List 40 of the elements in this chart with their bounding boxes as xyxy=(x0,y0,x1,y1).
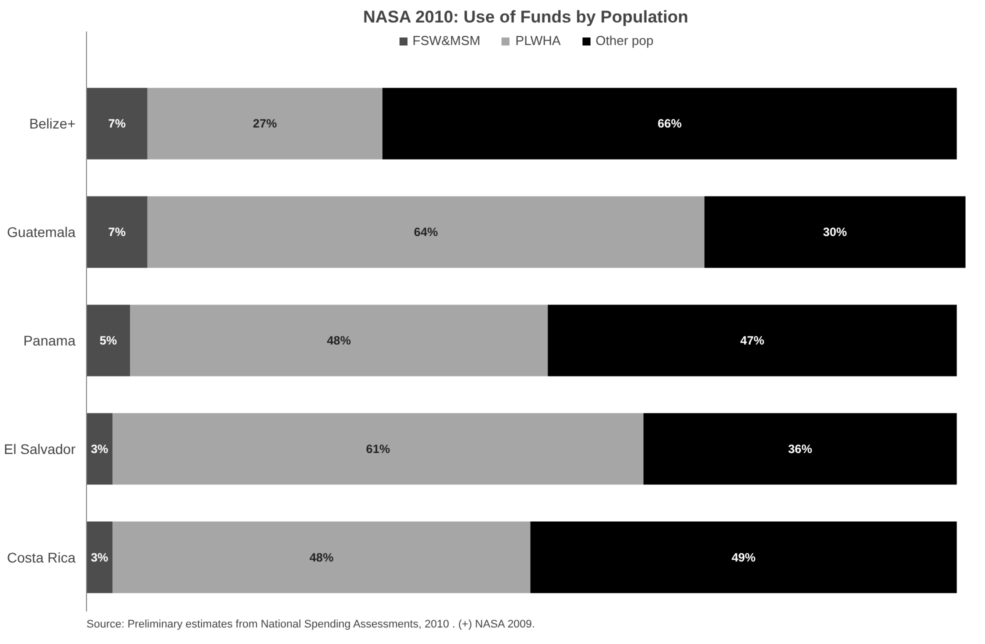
legend-label: PLWHA xyxy=(515,33,561,48)
bar xyxy=(130,304,548,376)
bar xyxy=(530,522,957,594)
data-label: 48% xyxy=(309,550,334,564)
bar xyxy=(112,522,530,594)
data-label: 3% xyxy=(90,550,109,564)
data-label: 5% xyxy=(100,333,118,348)
source-note: Source: Preliminary estimates from National Spending Assessments, 2010 . (+) NASA 2009. xyxy=(86,618,535,630)
data-label: 61% xyxy=(366,442,390,456)
data-label: 3% xyxy=(90,442,109,456)
y-tick-label: Panama xyxy=(23,332,76,348)
legend-label: Other pop xyxy=(596,33,654,48)
data-label: 47% xyxy=(740,333,765,348)
bar xyxy=(86,196,148,268)
data-label: 66% xyxy=(658,116,682,131)
data-label: 36% xyxy=(788,442,812,456)
legend-label: FSW&MSM xyxy=(412,33,480,48)
bar xyxy=(382,88,957,160)
bar xyxy=(112,413,644,485)
bar xyxy=(86,304,130,376)
bar xyxy=(86,88,148,160)
data-label: 49% xyxy=(732,550,756,564)
bar xyxy=(86,522,113,594)
y-tick-label: Belize+ xyxy=(29,116,76,132)
data-label: 7% xyxy=(108,116,126,131)
y-tick-label: El Salvador xyxy=(4,440,76,457)
data-label: 64% xyxy=(414,225,438,240)
bar xyxy=(643,413,957,485)
bar xyxy=(147,88,382,160)
bar xyxy=(147,196,704,268)
bar xyxy=(86,413,113,485)
data-label: 27% xyxy=(252,116,278,131)
bar xyxy=(548,304,957,376)
y-tick-label: Costa Rica xyxy=(7,549,76,566)
data-label: 30% xyxy=(822,225,848,240)
data-label: 7% xyxy=(108,225,126,240)
y-tick-label: Guatemala xyxy=(7,224,76,240)
chart-title: NASA 2010: Use of Funds by Population xyxy=(363,8,688,26)
data-label: 48% xyxy=(326,333,352,348)
bar xyxy=(704,196,966,268)
